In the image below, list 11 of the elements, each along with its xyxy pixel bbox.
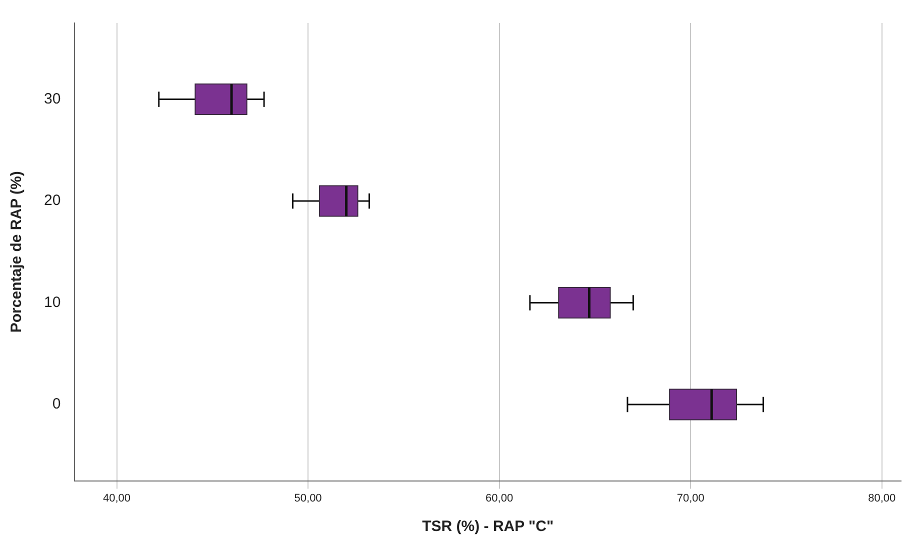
x-tick-label: 40,00 [103,492,131,504]
x-tick-label: 50,00 [294,492,322,504]
x-tick-label: 60,00 [486,492,514,504]
x-axis-title: TSR (%) - RAP "C" [422,518,554,536]
y-tick-label: 10 [44,294,61,311]
y-tick-label: 30 [44,90,61,108]
y-axis-title: Porcentaje de RAP (%) [8,171,26,333]
x-tick-label: 80,00 [868,492,896,504]
y-tick-label: 0 [52,396,61,413]
y-tick-label: 20 [44,192,61,210]
x-tick-label: 70,00 [676,492,704,504]
